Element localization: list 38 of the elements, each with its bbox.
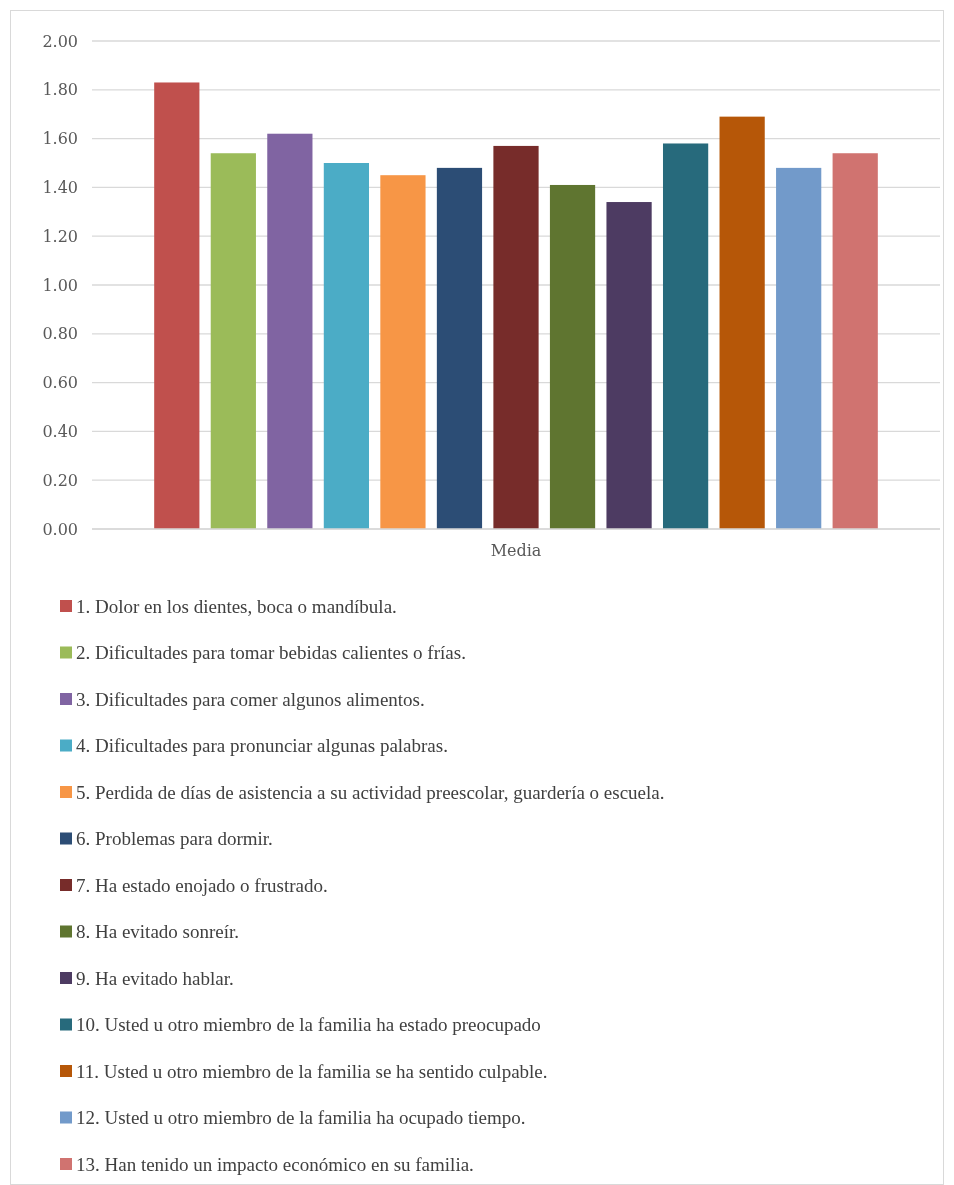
legend-label: 7. Ha estado enojado o frustrado. xyxy=(76,874,328,896)
bar xyxy=(154,82,200,529)
legend-label: 9. Ha evitado hablar. xyxy=(76,967,234,989)
bar xyxy=(719,116,765,529)
bar xyxy=(323,163,370,529)
bar xyxy=(380,175,426,529)
bar xyxy=(267,133,313,529)
bar xyxy=(493,145,539,529)
legend-label: 11. Usted u otro miembro de la familia se ha sentido culpable. xyxy=(76,1060,548,1082)
y-tick-label: 0.00 xyxy=(42,519,78,539)
bar xyxy=(549,184,596,529)
bar xyxy=(606,202,652,529)
legend-label: 5. Perdida de días de asistencia a su actividad preescolar, guardería o escuela. xyxy=(76,781,665,803)
legend-label: 4. Dificultades para pronunciar algunas palabras. xyxy=(76,735,448,757)
y-tick-label: 1.80 xyxy=(42,80,78,100)
y-tick-label: 1.20 xyxy=(42,226,78,246)
bar xyxy=(776,167,822,529)
y-tick-label: 0.40 xyxy=(42,422,78,442)
legend-label: 13. Han tenido un impacto económico en su familia. xyxy=(76,1153,474,1175)
legend-label: 3. Dificultades para comer algunos alimentos. xyxy=(76,688,425,710)
legend-label: 1. Dolor en los dientes, boca o mandíbula. xyxy=(76,595,397,617)
y-tick-label: 0.20 xyxy=(42,470,78,490)
legend-label: 2. Dificultades para tomar bebidas calientes o frías. xyxy=(76,642,466,664)
legend-label: 10. Usted u otro miembro de la familia ha estado preocupado xyxy=(76,1014,541,1036)
bar xyxy=(210,153,256,529)
y-tick-label: 1.00 xyxy=(42,275,78,295)
bar xyxy=(436,167,483,529)
bar xyxy=(662,143,709,529)
legend-label: 8. Ha evitado sonreír. xyxy=(76,921,240,943)
legend-label: 12. Usted u otro miembro de la familia ha ocupado tiempo. xyxy=(76,1107,526,1129)
y-tick-label: 0.60 xyxy=(42,373,78,393)
y-tick-label: 1.60 xyxy=(42,129,78,149)
y-tick-label: 1.40 xyxy=(42,178,78,198)
bar xyxy=(832,153,878,529)
y-tick-label: 2.00 xyxy=(42,31,78,51)
legend-label: 6. Problemas para dormir. xyxy=(76,828,273,850)
y-tick-label: 0.80 xyxy=(42,324,78,344)
x-tick-label: Media xyxy=(490,541,542,561)
